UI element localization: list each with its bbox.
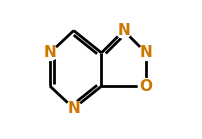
Text: O: O — [139, 79, 152, 94]
Circle shape — [116, 23, 131, 38]
Text: N: N — [67, 101, 80, 116]
Text: N: N — [117, 23, 129, 38]
Circle shape — [138, 45, 153, 60]
Circle shape — [66, 101, 81, 116]
Text: N: N — [139, 45, 152, 60]
Text: N: N — [43, 45, 56, 60]
Circle shape — [138, 79, 153, 94]
Circle shape — [42, 45, 57, 60]
